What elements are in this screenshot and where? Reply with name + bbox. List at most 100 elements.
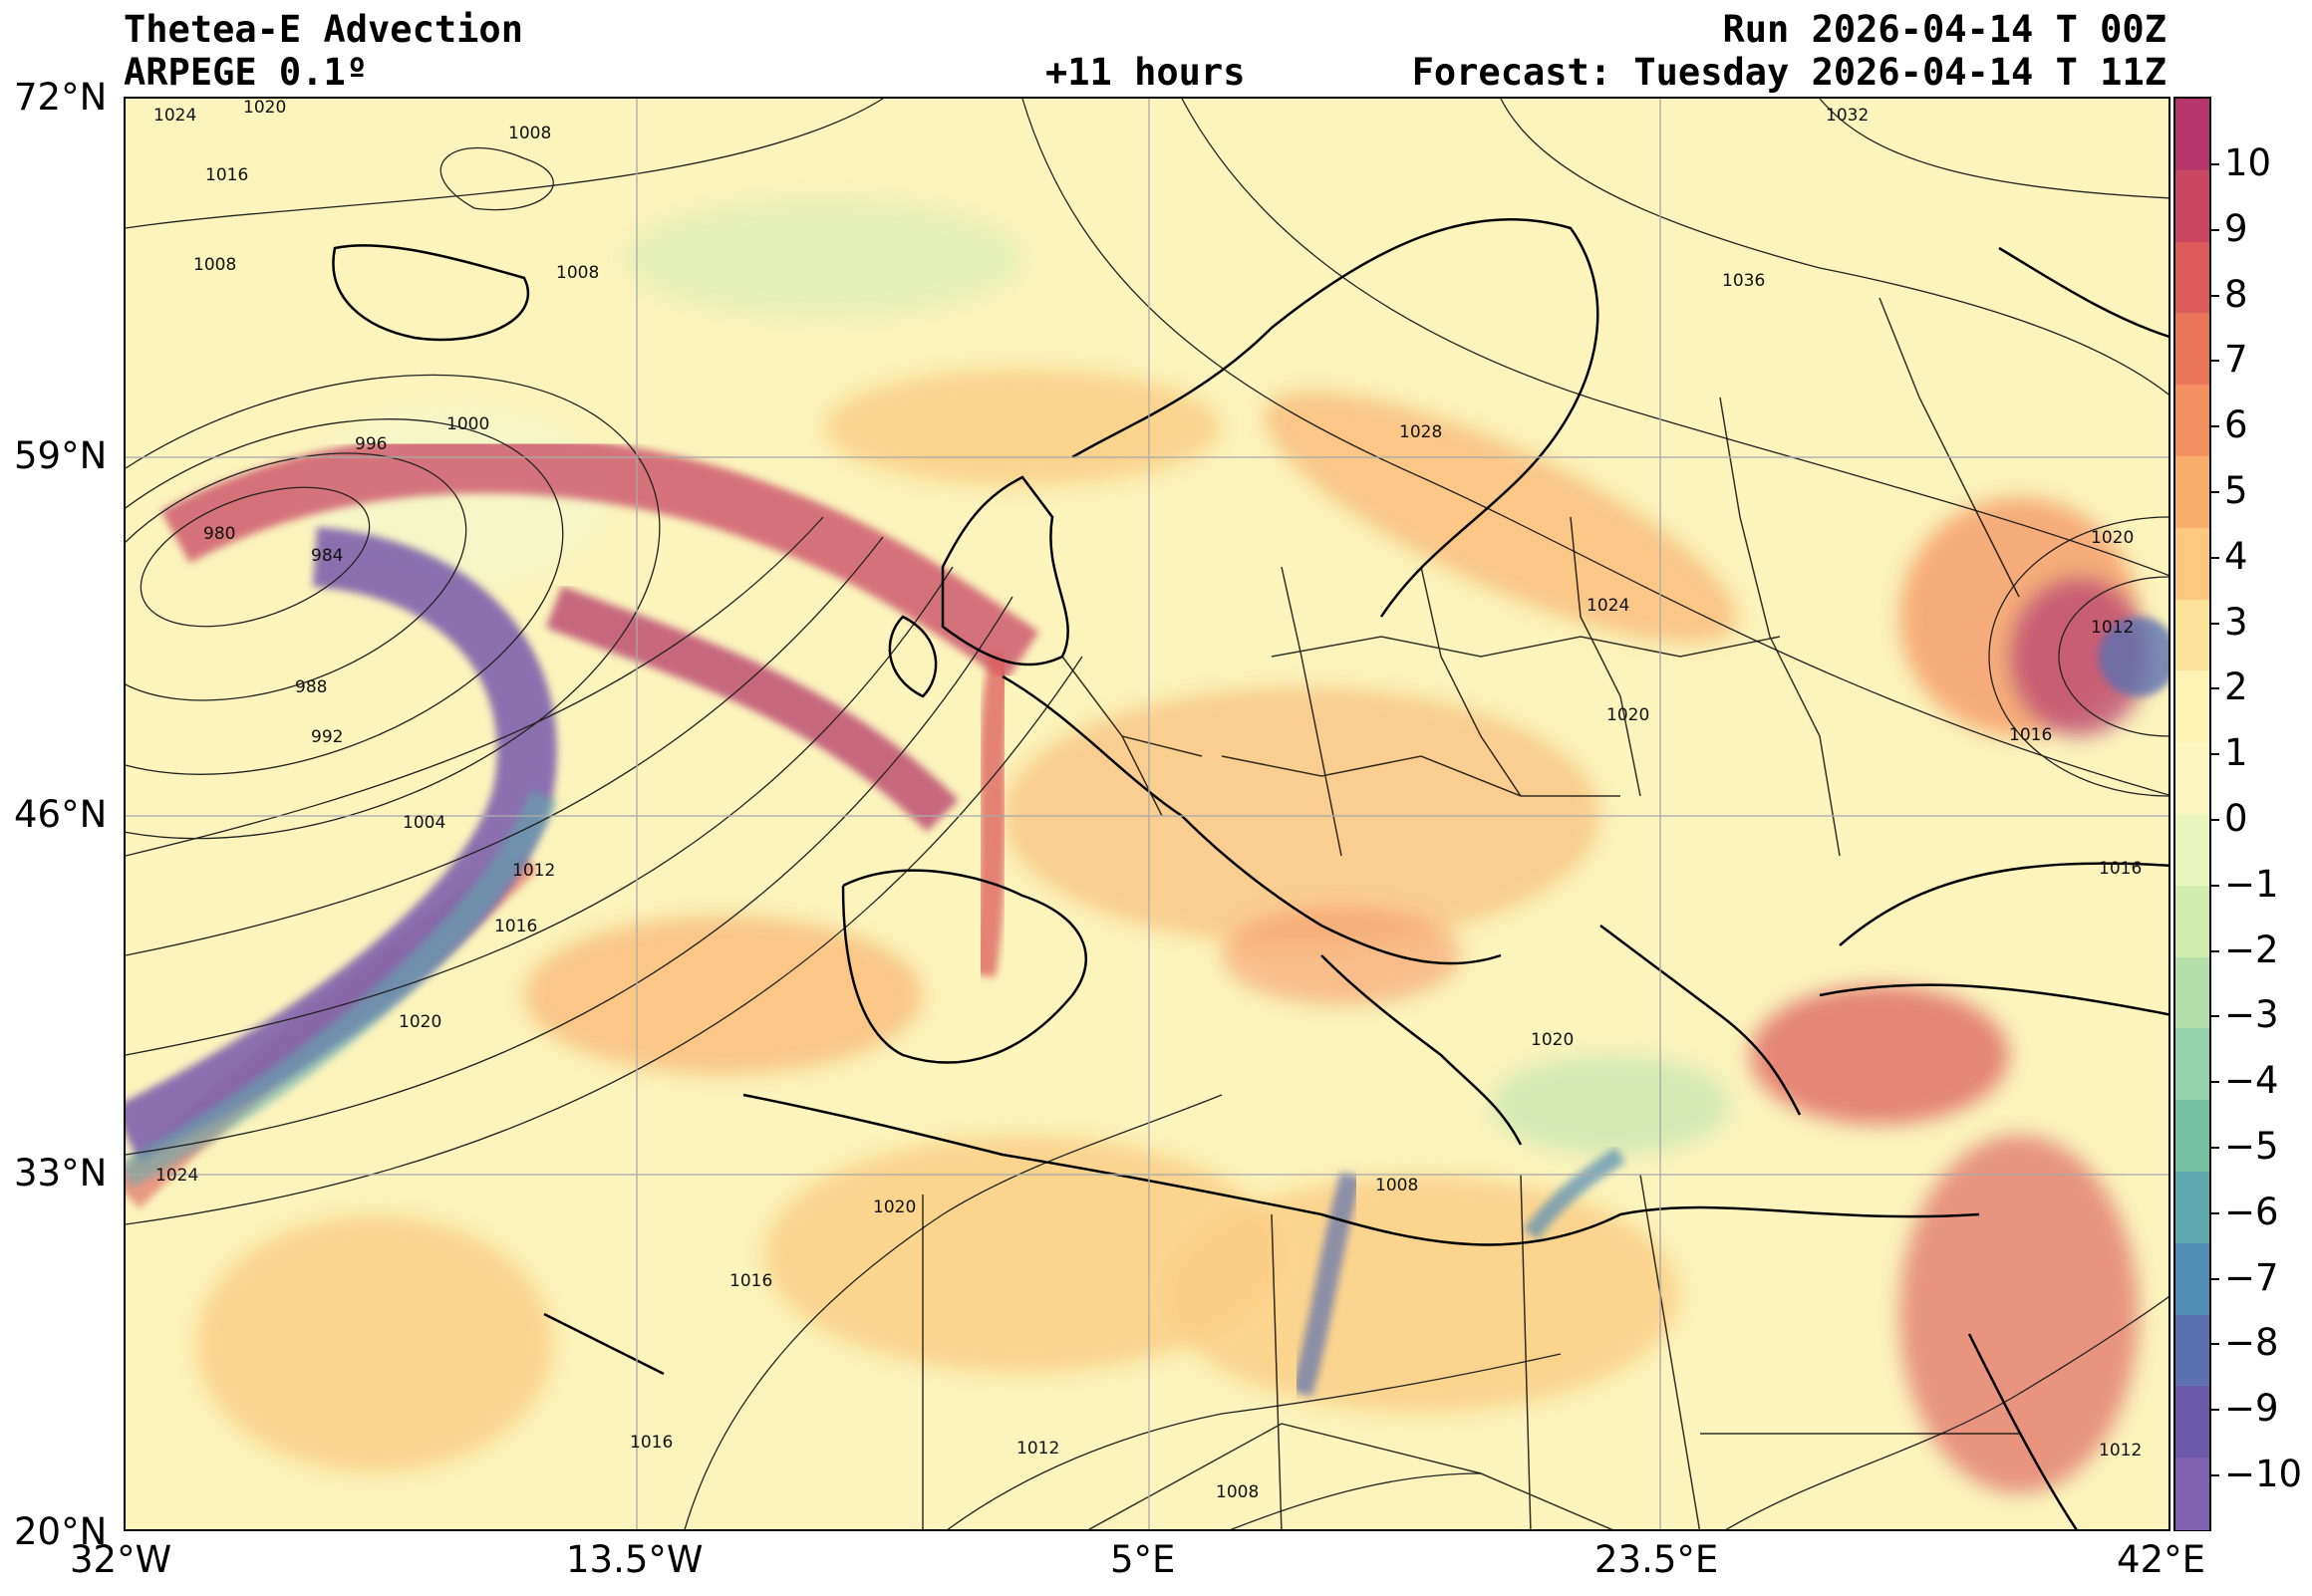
country-borders [922,297,2020,1529]
colorbar-tick-label: −3 [2224,993,2279,1037]
isobar-labels: 1024 1020 1016 1008 1008 1008 996 1000 9… [153,99,2142,1502]
colorbar-tick-label: 2 [2224,665,2248,709]
colorbar-tick-label: 3 [2224,600,2248,644]
colorbar-tick-mark [2211,753,2219,756]
cold-front-edge [126,790,557,1188]
colorbar-tick-label: 1 [2224,731,2248,775]
colorbar-tick-mark [2211,163,2219,165]
lat-label-59n: 59°N [14,434,108,477]
lon-label-13-5w: 13.5°W [566,1538,704,1581]
isobar-label: 1024 [155,1166,198,1186]
colorbar-tick-label: 10 [2224,141,2272,184]
isobar-label: 1024 [1587,596,1629,616]
lat-label-72n: 72°N [14,76,108,119]
colorbar-tick-mark [2211,884,2219,887]
colorbar-tick-label: 7 [2224,338,2248,382]
colorbar-tick-label: 6 [2224,403,2248,447]
isobar-label: 996 [355,434,387,454]
warm-front-band-south [545,585,959,832]
colorbar-segment [2175,1028,2209,1102]
run-label: Run 2026-04-14 T 00Z [1722,8,2167,51]
colorbar-segment [2175,1172,2209,1244]
colorbar-tick-mark [2211,1474,2219,1476]
isobar-label: 1016 [2009,725,2052,745]
graticule [126,99,2168,1529]
isobar-label: 1020 [1606,705,1649,725]
colorbar-segment [2175,99,2209,171]
colorbar-segment [2175,1100,2209,1173]
isobar-label: 1020 [2091,528,2134,548]
isobar-label: 1020 [1531,1030,1574,1050]
colorbar-tick-mark [2211,228,2219,231]
colorbar-tick-mark [2211,425,2219,428]
colorbar-segment [2175,1386,2209,1460]
colorbar-tick-mark [2211,1277,2219,1280]
advection-field: 1024 1020 1016 1008 1008 1008 996 1000 9… [126,99,2168,1529]
isobar-label: 1008 [556,263,599,283]
lat-label-20n: 20°N [14,1510,108,1553]
colorbar-segment [2175,885,2209,958]
lon-label-42e: 42°E [2117,1538,2205,1581]
colorbar-segment [2175,1314,2209,1388]
cold-band-tunisia [1291,1171,1362,1398]
isobar-label: 1008 [508,124,551,143]
colorbar-segment [2175,1242,2209,1316]
colorbar-tick-mark [2211,949,2219,952]
colorbar-tick-label: −8 [2224,1321,2279,1365]
isobar-label: 1028 [1399,422,1442,442]
isobar-label: 1012 [2091,618,2134,638]
colorbar-segment [2175,241,2209,315]
colorbar-segment [2175,599,2209,672]
map-title: Thetea-E Advection [124,8,523,51]
isobar-label: 1016 [630,1433,673,1453]
colorbar-tick-mark [2211,622,2219,625]
isobar-label: 1020 [399,1012,441,1032]
colorbar-tick-label: 0 [2224,797,2248,840]
colorbar-tick-mark [2211,1081,2219,1084]
isobar-label: 1008 [1216,1482,1259,1502]
lat-label-33n: 33°N [14,1152,108,1195]
colorbar-segment [2175,169,2209,243]
isobar-label: 992 [311,727,343,747]
lon-label-32w: 32°W [70,1538,172,1581]
isobar-label: 984 [311,546,343,566]
isobar-label: 1016 [2099,859,2142,879]
colorbar-tick-label: −5 [2224,1125,2279,1168]
colorbar-tick-mark [2211,819,2219,821]
lon-label-23-5e: 23.5°E [1594,1538,1719,1581]
isobar-label: 1004 [403,813,445,833]
isobar-label: 1036 [1722,271,1765,291]
isobar-label: 1000 [446,414,489,434]
colorbar-tick-mark [2211,687,2219,690]
colorbar-tick-label: −4 [2224,1059,2279,1103]
lon-label-5e: 5°E [1110,1538,1176,1581]
colorbar-tick-mark [2211,1147,2219,1149]
lat-label-46n: 46°N [14,793,108,836]
isobar-label: 1008 [1375,1176,1418,1196]
map-panel: 1024 1020 1016 1008 1008 1008 996 1000 9… [124,97,2170,1531]
colorbar-tick-label: −1 [2224,862,2279,906]
colorbar-segment [2175,456,2209,529]
colorbar-segment [2175,742,2209,815]
forecast-label: Forecast: Tuesday 2026-04-14 T 11Z [1411,51,2167,94]
colorbar-segment [2175,814,2209,887]
cold-blob-russia [2099,617,2168,696]
isobar-label: 1016 [494,917,537,936]
cold-front-band [126,527,557,1162]
warm-band-biscay [970,654,1015,978]
colorbar-tick-mark [2211,294,2219,297]
colorbar-tick-mark [2211,556,2219,559]
colorbar-segment [2175,527,2209,601]
colorbar-tick-mark [2211,1015,2219,1018]
lead-time-label: +11 hours [1045,51,1246,94]
colorbar-tick-mark [2211,1343,2219,1346]
coastlines [332,217,2168,1529]
isobar-label: 1012 [2099,1441,2142,1461]
colorbar-tick-label: 9 [2224,206,2248,250]
colorbar-tick-label: 4 [2224,534,2248,578]
colorbar-tick-mark [2211,491,2219,493]
isobar-label: 1016 [729,1271,772,1291]
isobar-label: 988 [295,677,327,697]
colorbar-tick-label: −7 [2224,1255,2279,1299]
isobar-label: 1020 [873,1197,916,1217]
